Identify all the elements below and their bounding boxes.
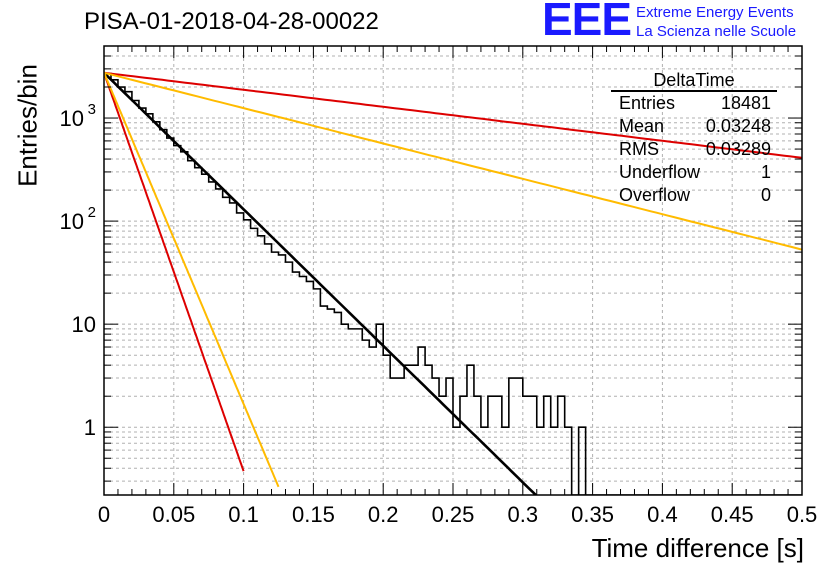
- x-tick-label: 0.25: [432, 502, 475, 527]
- stats-value: 0.03248: [705, 116, 771, 136]
- y-tick-label: 10: [72, 312, 96, 337]
- stats-row-underflow: Underflow 1: [611, 161, 777, 184]
- y-axis-label: Entries/bin: [12, 64, 43, 187]
- stats-label: Underflow: [619, 162, 701, 182]
- stats-label: Overflow: [619, 185, 691, 205]
- stats-row-overflow: Overflow 0: [611, 184, 777, 207]
- y-tick-exponent: 3: [88, 101, 96, 118]
- stats-value: 0: [760, 185, 771, 205]
- x-tick-label: 0: [98, 502, 110, 527]
- curve-red-3: [104, 71, 802, 159]
- stats-value: 0.03289: [705, 139, 771, 159]
- x-tick-label: 0.5: [787, 502, 818, 527]
- y-tick-exponent: 2: [88, 204, 96, 221]
- stats-box-title: DeltaTime: [611, 70, 777, 92]
- stats-label: RMS: [619, 139, 659, 159]
- x-axis-label: Time difference [s]: [591, 533, 804, 563]
- stats-row-entries: Entries 18481: [611, 92, 777, 115]
- stats-label: Mean: [619, 116, 665, 136]
- stats-box: DeltaTime Entries 18481 Mean 0.03248 RMS…: [611, 70, 777, 207]
- curve-yellow-4: [104, 71, 802, 251]
- stats-label: Entries: [619, 93, 676, 113]
- curve-yellow-2: [104, 72, 280, 488]
- x-tick-label: 0.1: [228, 502, 259, 527]
- eee-logo: EEE: [542, 0, 632, 45]
- y-tick-label: 10: [60, 209, 84, 234]
- stats-value: 18481: [720, 93, 771, 113]
- x-tick-label: 0.2: [368, 502, 399, 527]
- logo-subtitle-line2: La Scienza nelle Scuole: [636, 23, 797, 40]
- y-tick-label: 1: [84, 415, 96, 440]
- stats-row-rms: RMS 0.03289: [611, 138, 777, 161]
- stats-row-mean: Mean 0.03248: [611, 115, 777, 138]
- curve-fit_black-0: [104, 71, 538, 495]
- curve-red-1: [104, 72, 245, 472]
- x-tick-label: 0.3: [508, 502, 539, 527]
- x-tick-label: 0.05: [152, 502, 195, 527]
- chart-title: PISA-01-2018-04-28-00022: [84, 8, 379, 35]
- y-tick-label: 10: [60, 106, 84, 131]
- x-tick-label: 0.35: [571, 502, 614, 527]
- x-tick-label: 0.4: [647, 502, 678, 527]
- x-tick-label: 0.45: [711, 502, 754, 527]
- x-tick-label: 0.15: [292, 502, 335, 527]
- histogram-isolated-bin: [577, 426, 587, 495]
- logo-subtitle-line1: Extreme Energy Events: [636, 4, 794, 21]
- stats-value: 1: [760, 162, 771, 182]
